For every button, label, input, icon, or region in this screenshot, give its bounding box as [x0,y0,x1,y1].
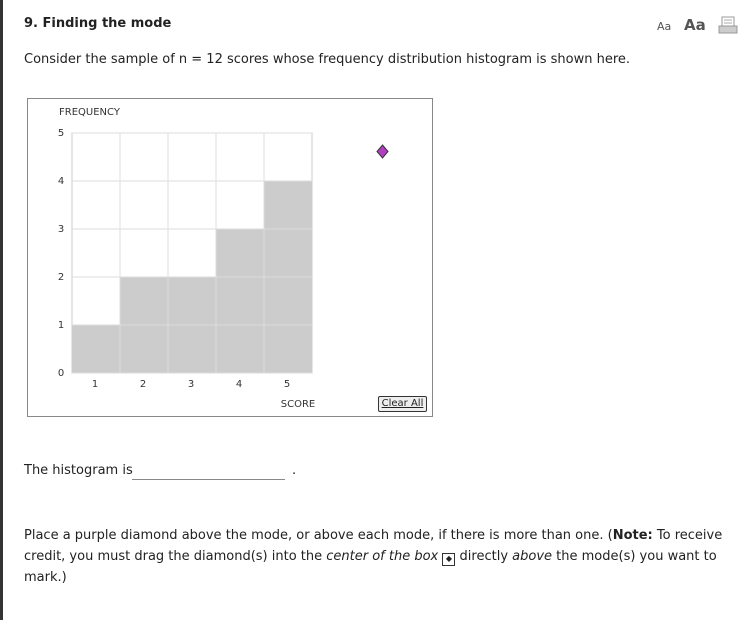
histogram-tool: FREQUENCY SCORE 1 2 3 4 5 0 1 2 3 4 5 [27,98,433,417]
y-tick-label: 3 [58,224,64,235]
x-tick-label: 4 [236,379,242,390]
intro-text: Consider the sample of n = 12 scores who… [24,52,631,67]
answer-period: . [292,463,297,478]
clear-all-button[interactable]: Clear All [378,396,427,412]
instruction-emphasis: above [512,549,553,564]
y-tick-label: 2 [58,272,64,283]
bar [72,325,120,373]
y-tick-label: 1 [58,320,64,331]
x-axis-label: SCORE [281,399,315,410]
question-title: 9. Finding the mode [24,16,172,31]
font-small-button[interactable]: Aa [657,20,672,33]
left-border [0,0,3,620]
instruction-text: To receive credit, you must drag the dia… [24,528,723,564]
draggable-diamond[interactable] [376,144,389,159]
font-large-button[interactable]: Aa [684,16,706,34]
box-icon: ◆ [442,553,456,566]
instruction-text: directly [455,549,513,564]
answer-label: The histogram is [24,463,133,478]
answer-dropdown[interactable] [132,479,285,480]
x-tick-label: 3 [188,379,194,390]
y-axis-label: FREQUENCY [59,107,121,118]
y-tick-label: 4 [58,176,64,187]
x-tick-label: 5 [284,379,290,390]
instruction-emphasis: center of the box [326,549,439,564]
instructions: Place a purple diamond above the mode, o… [24,525,729,588]
note-label: Note: [612,528,653,543]
y-tick-label: 0 [58,368,64,379]
instruction-text: the mode(s) you want to mark.) [24,549,717,585]
x-tick-label: 2 [140,379,146,390]
y-tick-label: 5 [58,128,64,139]
print-button[interactable] [718,16,740,36]
bar [216,229,264,373]
instruction-text: Place a purple diamond above the mode, o… [24,528,613,543]
x-tick-label: 1 [92,379,98,390]
